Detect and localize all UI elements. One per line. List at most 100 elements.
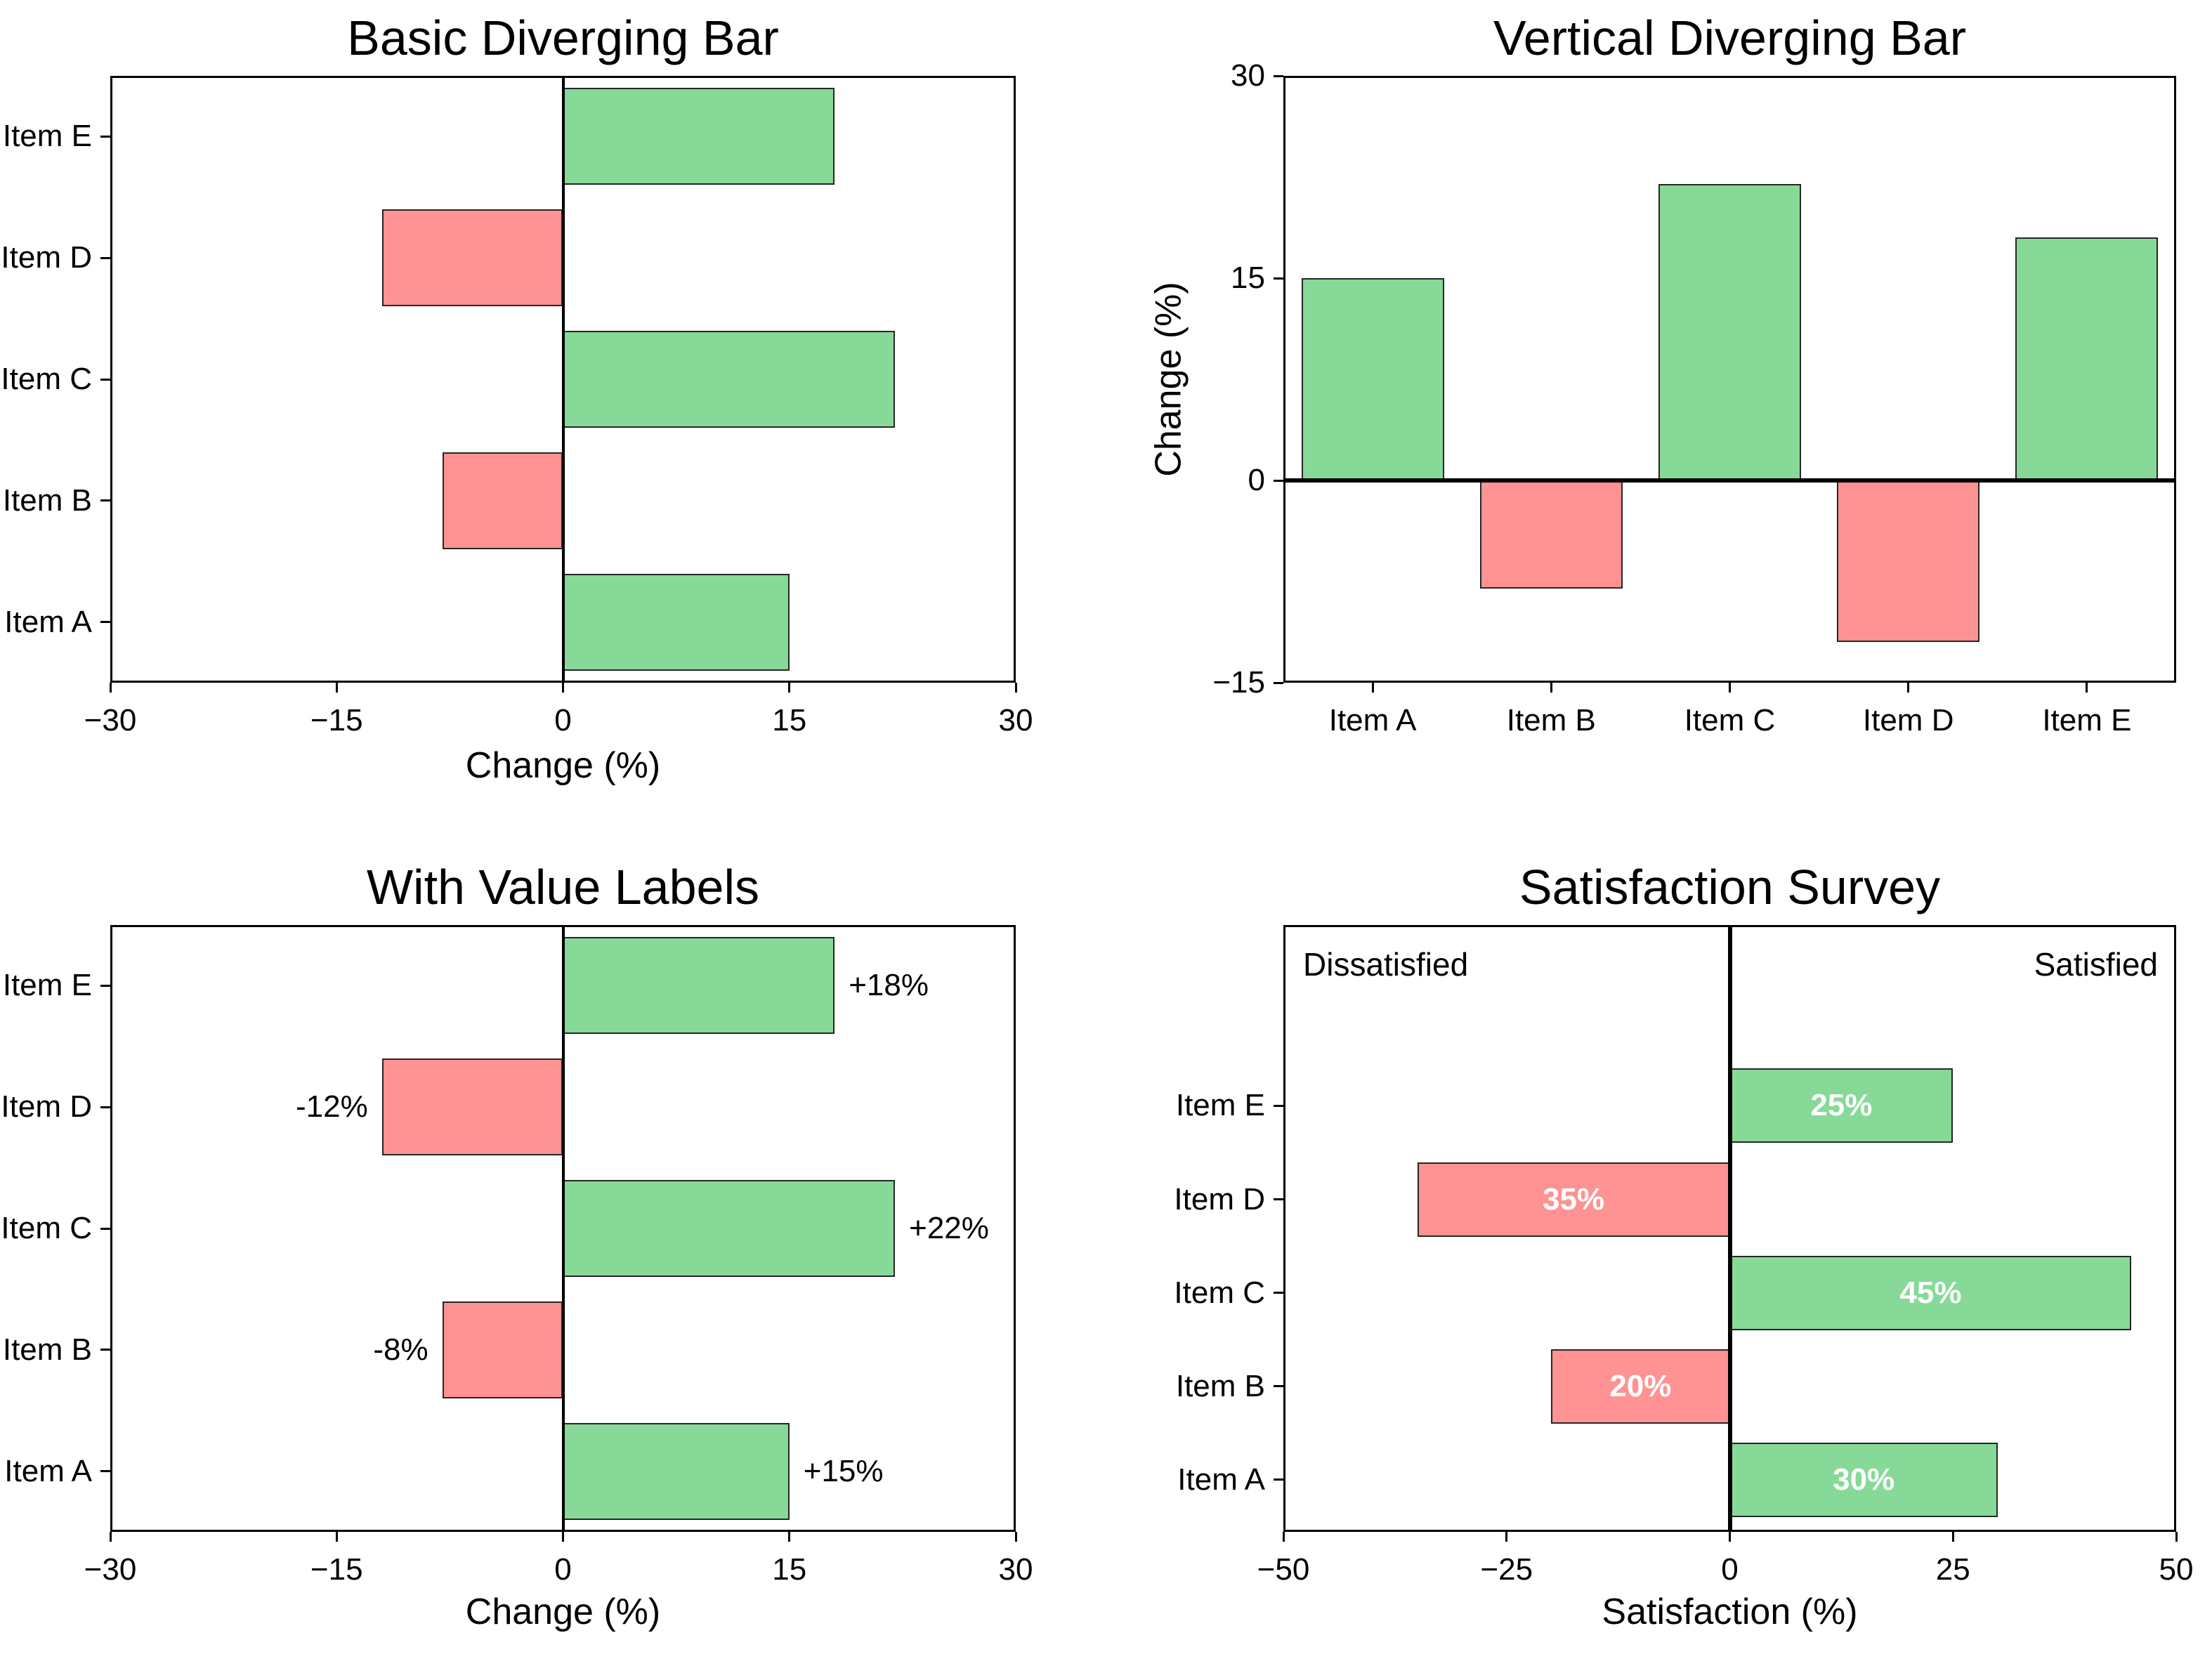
y-tick-label: Item E (2, 119, 92, 154)
chart-title: Satisfaction Survey (1519, 860, 1941, 914)
zero-line (561, 76, 565, 683)
zero-line (1283, 478, 2176, 483)
y-tick-mark (1274, 1104, 1283, 1107)
x-tick-label: 50 (2159, 1552, 2194, 1587)
y-tick-mark (1274, 277, 1283, 280)
chart-title: Basic Diverging Bar (347, 11, 779, 65)
annotation-satisfied: Satisfied (2034, 946, 2158, 983)
y-tick-label: Item D (1, 240, 92, 275)
bar-inner-label: 25% (1810, 1088, 1873, 1123)
zero-line (561, 925, 565, 1532)
y-tick-label: Item D (1, 1089, 92, 1124)
x-tick-mark (1729, 683, 1731, 693)
x-tick-label: Item A (1328, 703, 1417, 737)
x-tick-mark (562, 683, 564, 693)
x-tick-label: Item C (1684, 703, 1776, 737)
x-tick-label: −50 (1257, 1552, 1310, 1587)
x-tick-mark (1729, 1532, 1731, 1542)
bar-value-label: -8% (373, 1332, 428, 1367)
x-tick-mark (109, 1532, 112, 1542)
y-tick-mark (100, 256, 110, 259)
x-tick-label: 30 (998, 703, 1033, 737)
y-tick-mark (1274, 1292, 1283, 1294)
bar-value-label: +22% (909, 1211, 989, 1245)
x-tick-label: −30 (84, 703, 137, 737)
y-tick-label: Item E (1175, 1088, 1265, 1123)
bar-item-a (563, 573, 790, 671)
y-tick-label: Item B (1175, 1368, 1265, 1403)
x-tick-mark (109, 683, 112, 693)
bar-item-c (1658, 183, 1801, 480)
x-tick-mark (335, 1532, 338, 1542)
bar-item-d (381, 209, 563, 307)
bar-item-a (1301, 278, 1444, 480)
x-axis-label: Change (%) (465, 745, 661, 786)
bar-item-b (1479, 480, 1623, 589)
bar-value-label: +18% (849, 968, 929, 1003)
y-tick-label: Item C (1174, 1275, 1265, 1310)
y-tick-mark (1274, 1385, 1283, 1388)
x-tick-mark (1014, 683, 1017, 693)
y-tick-label: Item C (1, 1211, 92, 1245)
x-axis-label: Change (%) (465, 1592, 661, 1632)
y-tick-label: −15 (1212, 665, 1265, 700)
bar-item-b (442, 1301, 563, 1398)
y-tick-mark (100, 1227, 110, 1230)
y-tick-mark (1274, 681, 1283, 684)
x-tick-label: Item D (1862, 703, 1954, 737)
x-tick-mark (2086, 683, 2088, 693)
bar-value-label: +15% (803, 1453, 884, 1488)
x-tick-label: 30 (998, 1552, 1033, 1587)
chart-title: Vertical Diverging Bar (1493, 11, 1967, 65)
y-tick-mark (100, 1470, 110, 1473)
x-tick-label: 25 (1935, 1552, 1970, 1587)
bar-item-e (2015, 237, 2159, 480)
bar-item-c (563, 331, 896, 428)
x-tick-mark (1505, 1532, 1508, 1542)
x-tick-mark (1282, 1532, 1285, 1542)
y-tick-label: Item A (4, 604, 92, 639)
x-tick-label: −15 (310, 1552, 363, 1587)
x-tick-label: 15 (772, 1552, 807, 1587)
x-tick-mark (1014, 1532, 1017, 1542)
bar-item-e (563, 88, 835, 185)
y-tick-label: Item B (2, 1332, 92, 1367)
x-tick-label: 15 (772, 703, 807, 737)
x-tick-mark (788, 1532, 791, 1542)
x-tick-label: 0 (554, 1552, 572, 1587)
y-tick-mark (100, 621, 110, 624)
x-tick-label: Item B (1506, 703, 1596, 737)
bar-item-d (381, 1058, 563, 1156)
y-tick-mark (100, 378, 110, 381)
x-tick-mark (1371, 683, 1374, 693)
x-tick-mark (1907, 683, 1910, 693)
bar-item-d (1837, 480, 1980, 643)
x-axis-label: Satisfaction (%) (1602, 1592, 1858, 1632)
x-tick-label: −30 (84, 1552, 137, 1587)
x-tick-mark (562, 1532, 564, 1542)
y-tick-mark (100, 135, 110, 138)
y-tick-label: 0 (1248, 463, 1265, 497)
y-tick-mark (100, 1349, 110, 1351)
x-tick-label: −25 (1480, 1552, 1533, 1587)
x-tick-mark (1550, 683, 1552, 693)
bar-item-a (563, 1422, 790, 1520)
bar-inner-label: 30% (1833, 1462, 1895, 1497)
y-tick-label: Item A (4, 1453, 92, 1488)
y-tick-label: Item E (2, 968, 92, 1003)
y-tick-mark (100, 499, 110, 502)
y-tick-mark (100, 1106, 110, 1108)
y-tick-mark (100, 984, 110, 987)
bar-inner-label: 20% (1609, 1368, 1672, 1403)
y-tick-label: Item A (1177, 1462, 1265, 1497)
bar-item-e (563, 937, 835, 1035)
y-tick-mark (1274, 479, 1283, 482)
zero-line (1727, 925, 1732, 1532)
annotation-dissatisfied: Dissatisfied (1303, 946, 1469, 983)
x-tick-mark (2175, 1532, 2178, 1542)
